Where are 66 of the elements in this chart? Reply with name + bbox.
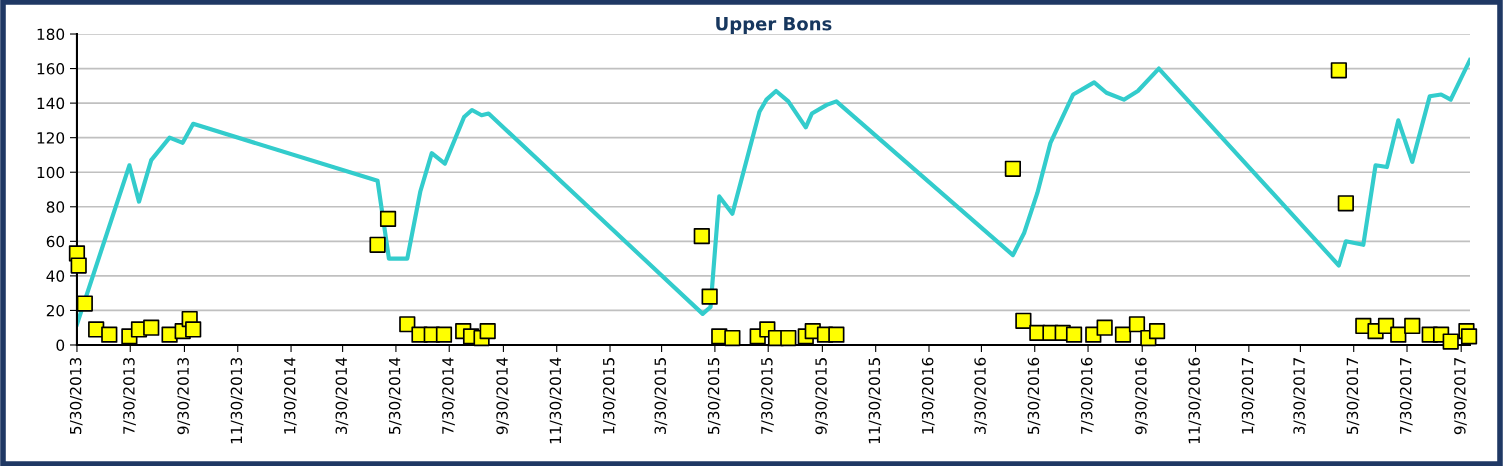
point <box>1004 160 1022 177</box>
y-tick-label: 180 <box>37 28 65 41</box>
x-tick-label: 3/30/2014 <box>335 357 349 434</box>
x-tick-label: 5/30/2013 <box>69 358 83 434</box>
point <box>1065 326 1083 343</box>
x-tick-label: 1/30/2014 <box>283 357 297 434</box>
point <box>1337 195 1354 212</box>
y-tick-label: 140 <box>37 97 65 110</box>
x-tick-label: 9/30/2017 <box>1454 358 1467 435</box>
point <box>1148 323 1166 340</box>
point <box>1114 326 1132 343</box>
x-tick-label: 5/30/2016 <box>1027 357 1041 434</box>
x-tick-label: 5/30/2017 <box>1346 358 1360 434</box>
y-tick-label: 60 <box>46 235 65 248</box>
y-tick-label: 80 <box>46 201 65 213</box>
point <box>1096 319 1113 336</box>
x-tick-label: 11/30/2016 <box>1188 357 1202 444</box>
point <box>369 236 386 253</box>
point <box>76 295 93 312</box>
x-tick-label: 11/30/2014 <box>549 357 563 444</box>
x-tick-label: 9/30/2016 <box>1135 357 1148 435</box>
point <box>1404 317 1421 335</box>
point <box>143 319 160 336</box>
x-tick-label: 7/30/2017 <box>1399 358 1413 434</box>
x-tick-label: 5/30/2015 <box>707 358 721 434</box>
point <box>1390 326 1407 343</box>
point <box>435 326 453 343</box>
x-tick-label: 7/30/2014 <box>442 357 455 434</box>
y-tick-label: 40 <box>46 270 65 282</box>
point <box>1460 328 1478 345</box>
point <box>1015 312 1032 329</box>
point <box>724 329 741 347</box>
y-tick-label: 100 <box>37 166 65 179</box>
point <box>780 329 797 347</box>
line-series <box>76 57 1470 327</box>
x-tick-label: 9/30/2013 <box>177 358 191 435</box>
x-tick-label: 9/30/2014 <box>496 357 510 435</box>
point <box>379 210 397 227</box>
x-tick-label: 11/30/2013 <box>230 358 244 444</box>
y-tick-label: 120 <box>37 132 65 144</box>
point <box>693 228 710 245</box>
y-tick-label: 20 <box>46 304 65 317</box>
point <box>70 257 87 274</box>
point <box>101 326 118 343</box>
x-tick-label: 1/30/2016 <box>921 357 935 434</box>
x-tick-label: 5/30/2014 <box>388 357 402 434</box>
point <box>1442 333 1459 350</box>
point <box>479 323 496 340</box>
x-tick-label: 1/30/2017 <box>1241 358 1255 434</box>
chart-title: Upper Bons <box>716 17 832 35</box>
y-tick-label: 160 <box>37 63 65 75</box>
x-tick-label: 7/30/2013 <box>123 358 136 434</box>
point <box>1128 316 1146 333</box>
x-tick-label: 11/30/2015 <box>868 358 882 444</box>
x-tick-label: 1/30/2015 <box>602 358 616 434</box>
x-tick-label: 3/30/2017 <box>1293 358 1307 434</box>
x-tick-label: 9/30/2015 <box>815 358 829 435</box>
x-tick-label: 3/30/2016 <box>974 357 988 434</box>
x-tick-label: 7/30/2015 <box>761 358 774 434</box>
x-tick-label: 7/30/2016 <box>1080 357 1094 434</box>
point <box>828 326 845 343</box>
y-tick-label: 0 <box>56 339 65 351</box>
point <box>1330 62 1347 79</box>
point <box>701 288 718 305</box>
x-tick-label: 3/30/2015 <box>654 358 668 434</box>
point <box>185 321 202 338</box>
